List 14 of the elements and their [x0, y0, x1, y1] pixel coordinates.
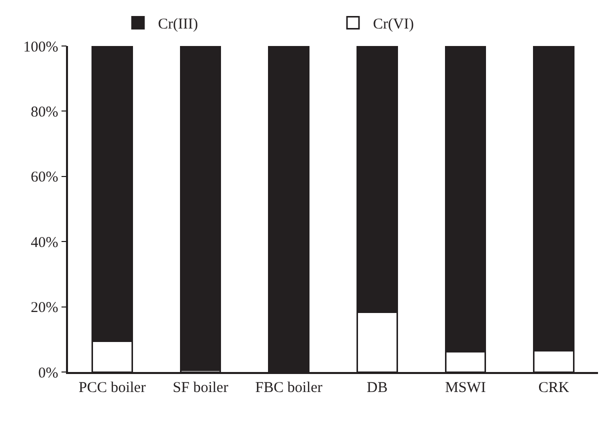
- x-tick-label: DB: [366, 380, 388, 396]
- legend-label: Cr(VI): [373, 16, 414, 33]
- y-tick-label: 20%: [30, 300, 58, 316]
- x-tick-label: SF boiler: [172, 380, 228, 396]
- legend-label: Cr(III): [158, 16, 198, 33]
- x-tick-label: FBC boiler: [255, 380, 322, 396]
- y-tick-label: 60%: [30, 170, 58, 186]
- x-tick-label: CRK: [538, 380, 570, 396]
- x-tick-label: MSWI: [445, 380, 486, 396]
- y-tick-label: 0%: [38, 365, 58, 382]
- y-tick-label: 80%: [30, 104, 58, 120]
- y-tick-label: 40%: [30, 234, 58, 251]
- x-tick-label: PCC boiler: [78, 380, 146, 396]
- y-tick-label: 100%: [23, 39, 58, 56]
